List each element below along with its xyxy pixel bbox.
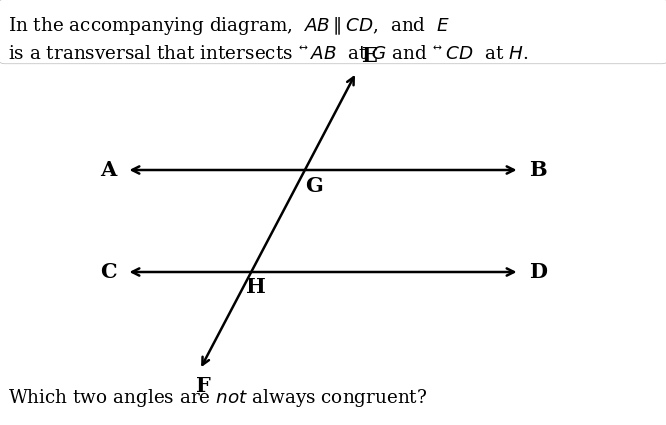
Text: D: D [529,262,547,282]
Text: G: G [305,176,323,196]
FancyBboxPatch shape [0,0,666,64]
Text: A: A [101,160,117,180]
Text: C: C [100,262,117,282]
Text: E: E [361,46,377,66]
Text: H: H [246,277,266,297]
Text: Which two angles are $\mathit{not}$ always congruent?: Which two angles are $\mathit{not}$ alwa… [8,387,428,409]
Text: B: B [529,160,547,180]
Text: is a transversal that intersects  $\overleftrightarrow{AB}$  at $G$ and  $\overl: is a transversal that intersects $\overl… [8,45,528,62]
Text: F: F [196,376,211,396]
Text: In the accompanying diagram,  $AB \parallel CD$,  and  $E$: In the accompanying diagram, $AB \parall… [8,15,450,37]
